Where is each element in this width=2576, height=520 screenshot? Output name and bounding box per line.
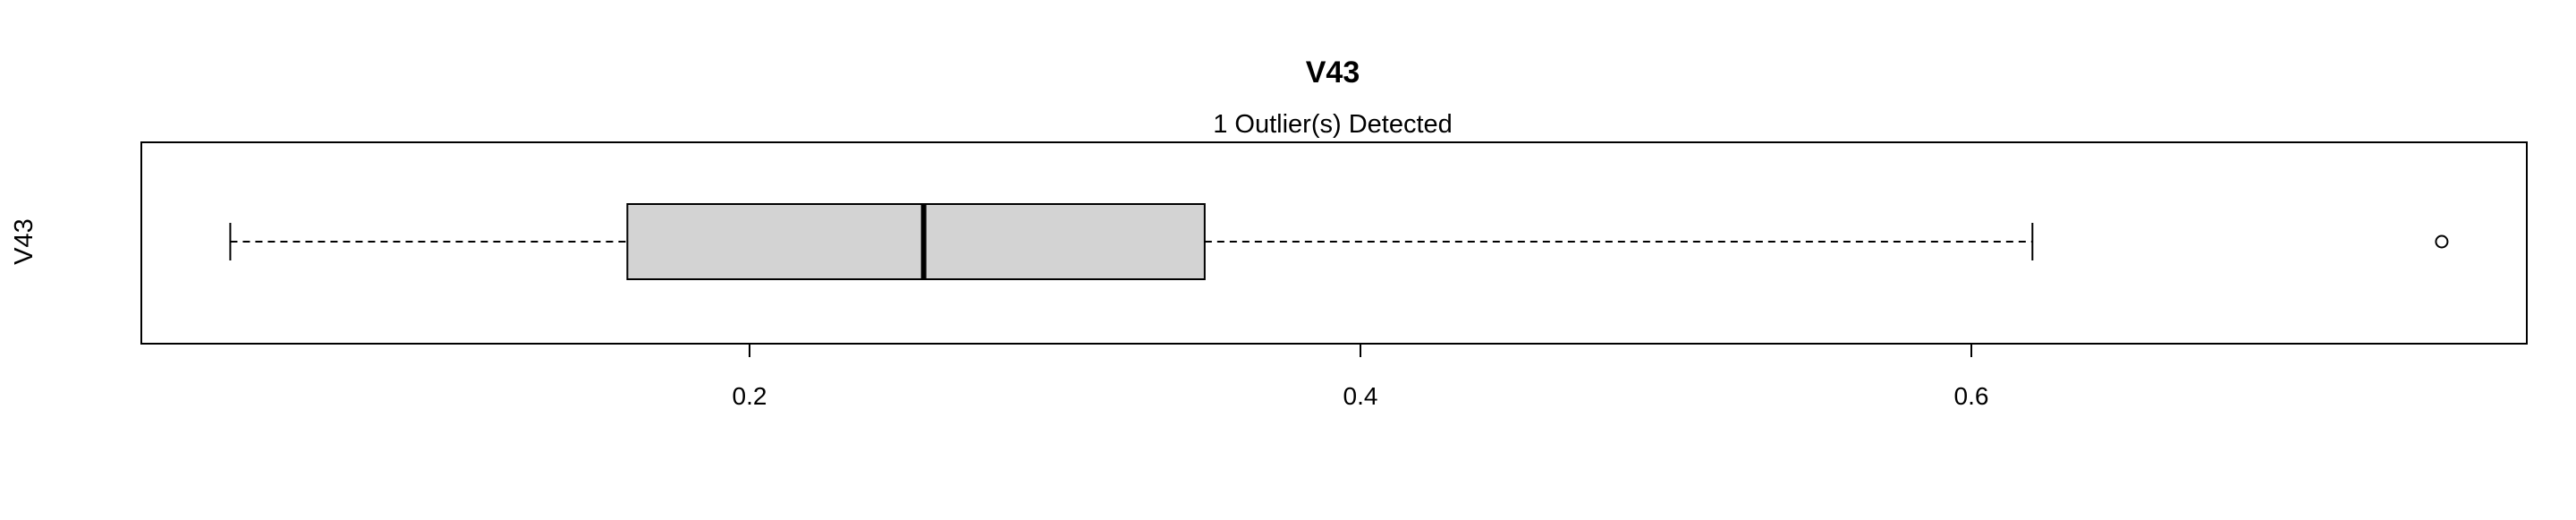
- x-tick-label: 0.2: [733, 382, 767, 410]
- plot-marks: [229, 203, 2449, 280]
- x-tick-label: 0.4: [1343, 382, 1378, 410]
- plot-frame: [140, 141, 2528, 345]
- y-axis-label: V43: [10, 218, 38, 265]
- chart-subtitle: 1 Outlier(s) Detected: [1213, 110, 1453, 139]
- outlier-point: [2435, 234, 2449, 249]
- chart-title: V43: [1306, 55, 1360, 90]
- x-axis: 0.2 0.4 0.6: [733, 344, 1989, 410]
- x-tick-label: 0.6: [1954, 382, 1989, 410]
- iqr-box: [626, 203, 1206, 280]
